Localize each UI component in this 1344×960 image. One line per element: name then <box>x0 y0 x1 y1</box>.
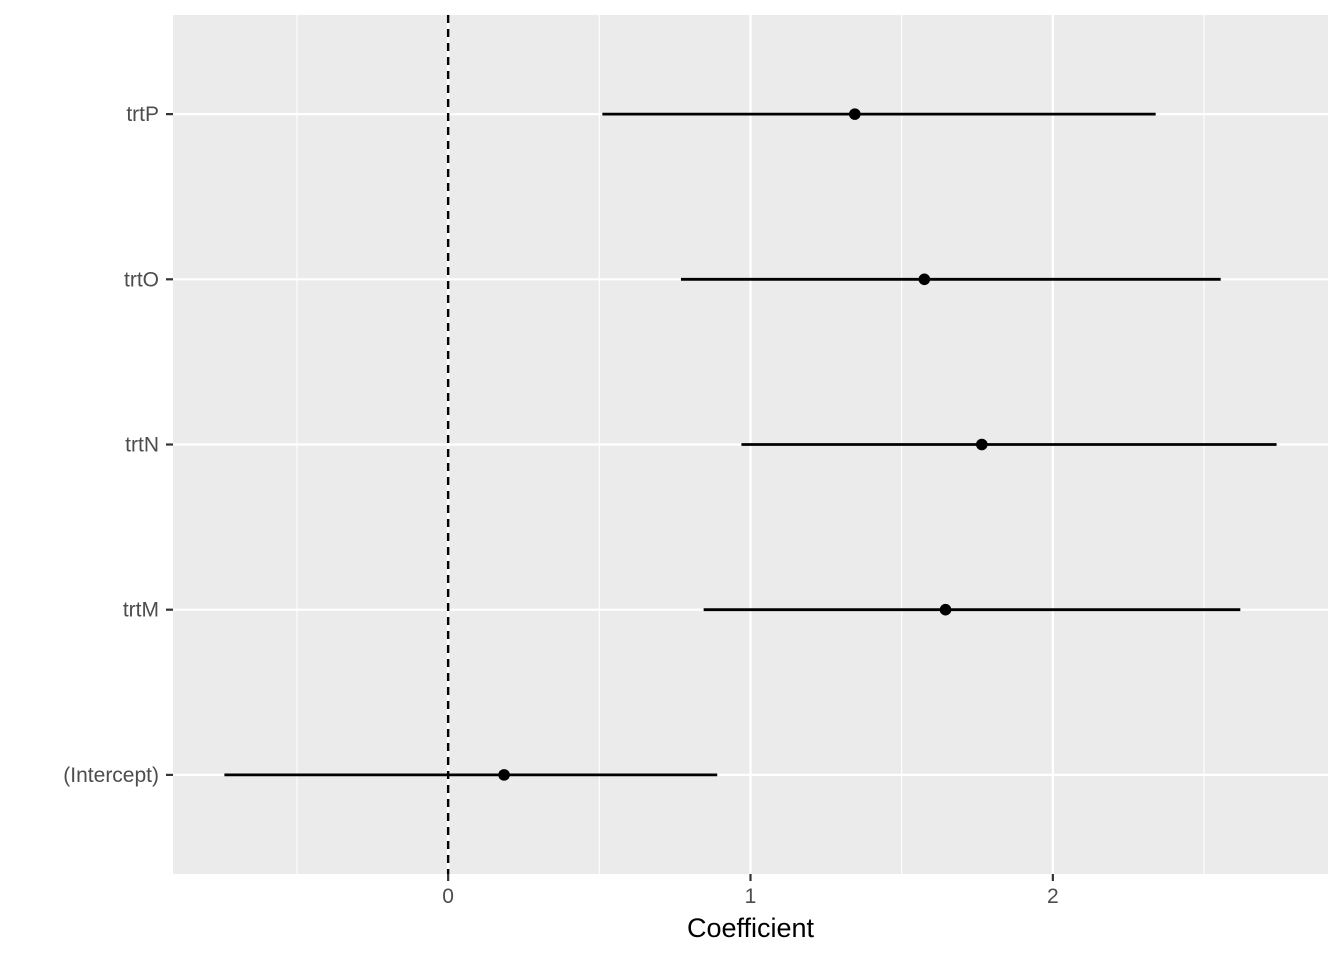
x-axis: 0 1 2 <box>442 874 1059 908</box>
point-trto <box>918 273 931 286</box>
y-axis: (Intercept) trtM trtN trtO trtP <box>63 103 173 787</box>
y-tick-label: trtM <box>123 599 159 622</box>
x-tick-label: 1 <box>745 885 757 908</box>
confidence-intervals <box>224 112 1277 777</box>
y-tick-label: trtP <box>126 103 159 126</box>
coefficient-points <box>498 108 988 781</box>
y-tick-label: trtO <box>124 268 159 291</box>
point-trtm <box>939 603 952 616</box>
y-tick-label: trtN <box>125 434 159 457</box>
point-trtp <box>849 108 861 120</box>
x-tick-label: 0 <box>442 885 454 908</box>
point-trtn <box>976 438 988 451</box>
point-intercept <box>498 769 510 781</box>
y-tick-label: (Intercept) <box>63 764 159 787</box>
x-axis-title: Coefficient <box>687 913 815 943</box>
x-tick-label: 2 <box>1047 885 1059 908</box>
